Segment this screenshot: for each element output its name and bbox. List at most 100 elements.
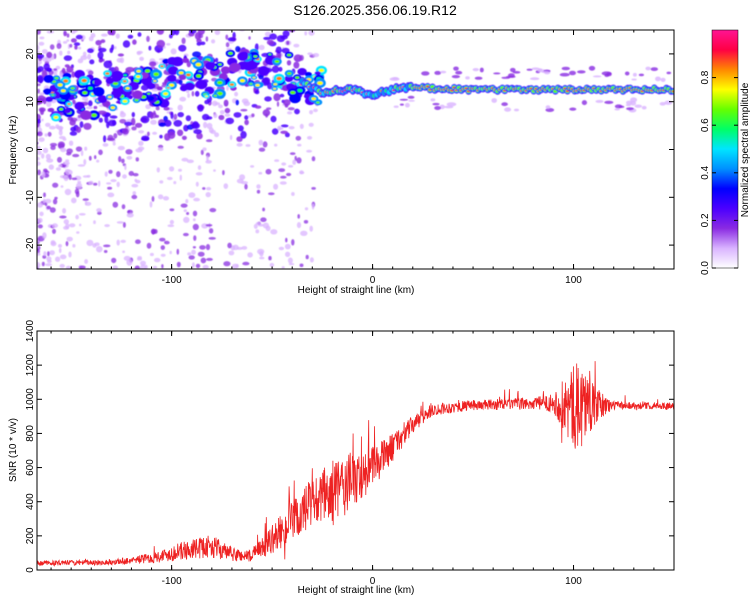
halo-blob bbox=[501, 102, 508, 107]
ridge-core bbox=[57, 83, 63, 87]
ridge-blob bbox=[156, 86, 163, 91]
noise-blob bbox=[37, 30, 41, 35]
noise-blob bbox=[112, 141, 116, 146]
halo-blob bbox=[655, 76, 661, 82]
noise-blob bbox=[53, 72, 58, 77]
signal-blob bbox=[37, 53, 45, 59]
spectrogram-marks bbox=[37, 30, 674, 269]
ridge-blob bbox=[93, 79, 102, 86]
noise-blob bbox=[247, 252, 253, 258]
noise-blob bbox=[304, 207, 309, 211]
noise-blob bbox=[199, 245, 206, 250]
halo-blob bbox=[545, 105, 551, 109]
signal-blob bbox=[264, 96, 272, 102]
noise-blob bbox=[161, 264, 164, 269]
signal-blob bbox=[37, 66, 44, 72]
noise-blob bbox=[80, 55, 88, 61]
signal-blob bbox=[63, 30, 67, 37]
noise-blob bbox=[262, 207, 265, 212]
noise-blob bbox=[161, 84, 168, 88]
noise-blob bbox=[78, 265, 86, 269]
signal-blob bbox=[240, 130, 247, 139]
ridge-blob bbox=[303, 93, 311, 99]
signal-blob bbox=[61, 67, 66, 74]
noise-blob bbox=[281, 162, 287, 166]
ridge-blob bbox=[237, 51, 249, 61]
ridge-core bbox=[51, 94, 55, 96]
noise-blob bbox=[67, 50, 71, 55]
signal-blob bbox=[215, 57, 219, 63]
signal-blob bbox=[70, 126, 77, 132]
ridge-core bbox=[268, 53, 272, 56]
ridge-core bbox=[134, 98, 139, 102]
signal-blob bbox=[177, 112, 184, 118]
ridge-core bbox=[195, 62, 202, 67]
noise-blob bbox=[62, 208, 67, 214]
halo-blob bbox=[631, 78, 637, 81]
halo-blob bbox=[624, 71, 630, 76]
noise-blob bbox=[240, 181, 248, 185]
noise-blob bbox=[185, 199, 189, 204]
noise-blob bbox=[42, 255, 47, 259]
noise-blob bbox=[208, 237, 216, 240]
noise-blob bbox=[205, 244, 211, 251]
noise-blob bbox=[236, 142, 243, 147]
noise-blob bbox=[197, 251, 205, 257]
ridge-core bbox=[253, 55, 258, 58]
halo-blob bbox=[595, 99, 604, 103]
noise-blob bbox=[119, 119, 127, 124]
halo-blob bbox=[408, 99, 415, 102]
signal-blob bbox=[150, 111, 154, 120]
noise-blob bbox=[84, 200, 88, 206]
ridge-blob bbox=[92, 86, 105, 97]
noise-blob bbox=[47, 251, 50, 257]
signal-blob bbox=[224, 107, 231, 114]
noise-blob bbox=[155, 106, 160, 111]
halo-blob bbox=[559, 72, 570, 77]
ridge-core bbox=[290, 90, 296, 95]
noise-blob bbox=[37, 131, 43, 137]
ridge-core bbox=[163, 92, 169, 96]
noise-blob bbox=[62, 41, 68, 44]
signal-blob bbox=[112, 119, 116, 126]
noise-blob bbox=[150, 228, 157, 235]
noise-blob bbox=[273, 183, 279, 190]
noise-blob bbox=[164, 240, 170, 245]
signal-blob bbox=[170, 111, 174, 120]
ridge-core bbox=[59, 107, 64, 111]
signal-blob bbox=[271, 128, 279, 135]
noise-blob bbox=[116, 171, 121, 178]
noise-blob bbox=[49, 142, 58, 147]
noise-blob bbox=[214, 30, 221, 35]
ridge-core bbox=[239, 79, 245, 83]
halo-blob bbox=[588, 65, 596, 71]
noise-blob bbox=[170, 48, 177, 55]
noise-blob bbox=[255, 229, 260, 234]
noise-blob bbox=[309, 110, 314, 115]
noise-blob bbox=[236, 246, 243, 250]
signal-blob bbox=[155, 114, 159, 118]
signal-blob bbox=[200, 41, 206, 46]
noise-blob bbox=[292, 159, 297, 165]
noise-blob bbox=[183, 209, 187, 213]
signal-blob bbox=[156, 39, 166, 48]
noise-blob bbox=[265, 225, 271, 231]
noise-blob bbox=[281, 266, 285, 269]
ridge-core bbox=[252, 76, 256, 79]
snr-series-line bbox=[37, 361, 674, 567]
ridge-blob bbox=[229, 62, 241, 73]
signal-blob bbox=[177, 129, 184, 137]
noise-blob bbox=[116, 181, 120, 188]
signal-blob bbox=[46, 51, 53, 59]
noise-blob bbox=[58, 244, 62, 248]
noise-blob bbox=[183, 232, 189, 237]
ridge-core bbox=[196, 74, 202, 78]
ridge-blob bbox=[284, 75, 294, 82]
halo-blob bbox=[465, 76, 470, 80]
noise-blob bbox=[202, 147, 207, 151]
noise-blob bbox=[153, 265, 158, 269]
noise-blob bbox=[160, 245, 165, 251]
signal-blob bbox=[196, 132, 203, 140]
spectrogram-ytick-label: 0 bbox=[25, 146, 36, 152]
noise-blob bbox=[193, 197, 201, 202]
